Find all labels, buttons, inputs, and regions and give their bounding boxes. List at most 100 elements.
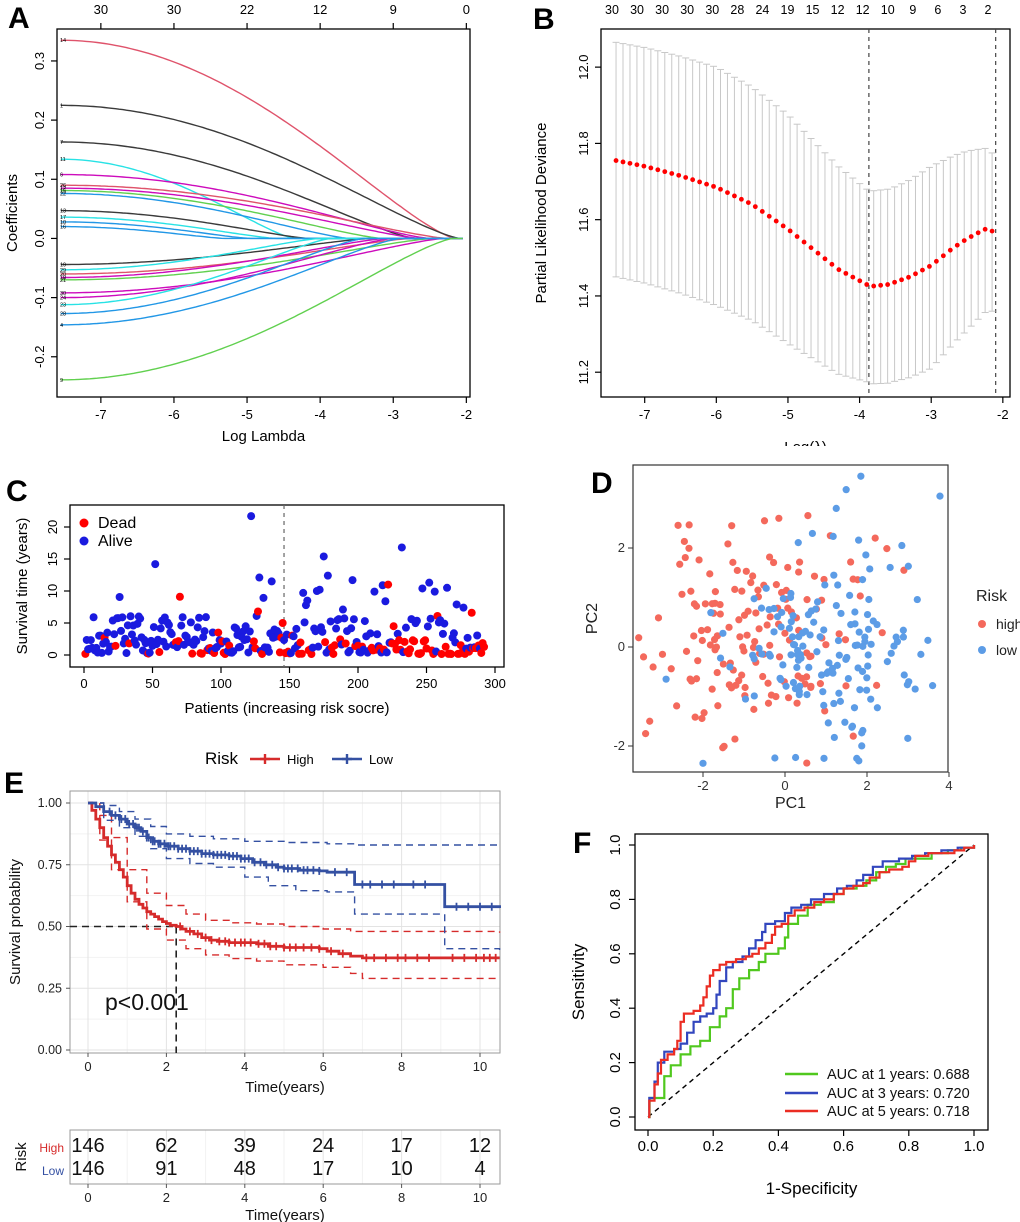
svg-text:22: 22 <box>60 191 66 197</box>
svg-text:PC1: PC1 <box>775 795 806 810</box>
svg-text:10: 10 <box>45 584 60 598</box>
svg-text:0: 0 <box>84 1190 91 1205</box>
svg-text:Dead: Dead <box>98 515 136 532</box>
svg-text:100: 100 <box>210 676 232 691</box>
svg-text:11.8: 11.8 <box>576 131 591 155</box>
svg-text:6: 6 <box>320 1190 327 1205</box>
svg-text:4: 4 <box>60 323 63 329</box>
svg-text:1: 1 <box>60 103 63 109</box>
svg-text:10: 10 <box>881 3 895 17</box>
svg-text:0.1: 0.1 <box>32 170 47 188</box>
svg-text:24: 24 <box>312 1135 334 1157</box>
svg-text:24: 24 <box>755 3 769 17</box>
panel-b-cv-partial-likelihood-deviance: 30 30 30 30 30 28 24 19 15 12 12 10 9 6 3 2 -7 -6 -5 -4 -3 -2… <box>533 3 1011 446</box>
svg-text:62: 62 <box>155 1135 177 1157</box>
svg-text:13: 13 <box>60 209 66 215</box>
svg-text:0.75: 0.75 <box>38 858 62 872</box>
svg-text:2: 2 <box>618 540 625 555</box>
svg-text:0: 0 <box>463 2 470 17</box>
svg-text:Time(years): Time(years) <box>245 1207 324 1222</box>
svg-text:high: high <box>996 616 1020 632</box>
svg-text:16: 16 <box>60 225 66 231</box>
svg-text:0.4: 0.4 <box>768 1138 789 1155</box>
svg-text:19: 19 <box>60 262 66 268</box>
panel-label-a: A <box>8 2 30 35</box>
svg-text:11: 11 <box>60 157 66 163</box>
svg-text:0.4: 0.4 <box>607 998 624 1019</box>
svg-text:15: 15 <box>806 3 820 17</box>
svg-text:0: 0 <box>45 651 60 658</box>
svg-text:23: 23 <box>60 303 66 309</box>
svg-text:10: 10 <box>473 1059 487 1074</box>
svg-text:300: 300 <box>484 676 506 691</box>
svg-text:0.0: 0.0 <box>638 1138 659 1155</box>
svg-text:11.4: 11.4 <box>576 284 591 308</box>
svg-text:3: 3 <box>959 3 966 17</box>
panel-f-roc-curves: 0.0 0.2 0.4 0.6 0.8 1.0 0.0 0.2 0.4 0.6 0.8 1.0 1-Sp… <box>569 833 989 1198</box>
svg-text:30: 30 <box>630 3 644 17</box>
svg-text:2: 2 <box>863 778 870 793</box>
panel-label-e: E <box>4 767 25 800</box>
svg-text:-2: -2 <box>997 407 1009 422</box>
svg-text:Log Lambda: Log Lambda <box>222 428 306 445</box>
svg-text:17: 17 <box>312 1158 334 1180</box>
svg-text:Low: Low <box>42 1164 64 1178</box>
svg-text:20: 20 <box>60 272 66 278</box>
svg-text:Survival time (years): Survival time (years) <box>14 518 31 655</box>
svg-text:15: 15 <box>60 189 66 195</box>
svg-text:5: 5 <box>45 619 60 626</box>
svg-text:0.0: 0.0 <box>607 1107 624 1128</box>
svg-text:0.0: 0.0 <box>32 229 47 247</box>
panel-label-d: D <box>591 467 613 500</box>
svg-text:12.0: 12.0 <box>576 54 591 79</box>
svg-text:low: low <box>996 642 1018 658</box>
svg-text:PC2: PC2 <box>584 603 601 634</box>
svg-text:-0.2: -0.2 <box>32 346 47 368</box>
svg-text:146: 146 <box>71 1158 104 1180</box>
svg-text:p<0.001: p<0.001 <box>105 989 189 1015</box>
svg-text:30: 30 <box>60 291 66 297</box>
svg-text:30: 30 <box>705 3 719 17</box>
svg-text:50: 50 <box>145 676 159 691</box>
svg-text:22: 22 <box>240 2 254 17</box>
svg-text:10: 10 <box>390 1158 412 1180</box>
svg-text:6: 6 <box>320 1059 327 1074</box>
svg-text:High: High <box>287 752 314 767</box>
svg-text:30: 30 <box>680 3 694 17</box>
svg-text:0.8: 0.8 <box>898 1138 919 1155</box>
svg-text:26: 26 <box>60 183 66 189</box>
panel-e-kaplan-meier-with-risk-table: 0 2 4 6 8 100.000.250.500.751.00Time(years)Su… <box>7 790 501 1222</box>
svg-text:Sensitivity: Sensitivity <box>569 943 588 1020</box>
svg-text:AUC at 3 years: 0.720: AUC at 3 years: 0.720 <box>827 1086 970 1102</box>
svg-text:28: 28 <box>730 3 744 17</box>
svg-text:0: 0 <box>84 1059 91 1074</box>
panel-label-b: B <box>533 3 555 36</box>
svg-text:150: 150 <box>279 676 301 691</box>
svg-text:Time(years): Time(years) <box>245 1079 324 1096</box>
svg-text:9: 9 <box>909 3 916 17</box>
svg-text:4: 4 <box>474 1158 485 1180</box>
svg-text:Risk: Risk <box>205 749 239 768</box>
panel-a-lasso-coefficient-paths: 30 -7 30 -6 22 -5 12 -4 9 -3 0 -2 -0.2 -0.1 0.0 0.1 0.2 0… <box>4 2 472 445</box>
svg-text:0.6: 0.6 <box>833 1138 854 1155</box>
svg-text:-6: -6 <box>711 407 723 422</box>
svg-text:30: 30 <box>167 2 181 17</box>
svg-text:AUC at 1 years: 0.688: AUC at 1 years: 0.688 <box>827 1067 970 1083</box>
panel-label-f: F <box>573 827 592 860</box>
svg-text:Risk: Risk <box>976 588 1008 605</box>
svg-text:6: 6 <box>60 173 63 179</box>
svg-text:1.0: 1.0 <box>964 1138 985 1155</box>
svg-text:0.00: 0.00 <box>38 1043 62 1057</box>
svg-text:2: 2 <box>985 3 992 17</box>
svg-text:-4: -4 <box>854 407 866 422</box>
svg-text:-5: -5 <box>782 407 794 422</box>
svg-text:1.0: 1.0 <box>607 835 624 856</box>
svg-text:-2: -2 <box>613 738 625 753</box>
svg-text:4: 4 <box>945 778 952 793</box>
svg-text:30: 30 <box>94 2 108 17</box>
svg-text:-6: -6 <box>168 407 180 422</box>
svg-text:AUC at 5 years: 0.718: AUC at 5 years: 0.718 <box>827 1104 970 1120</box>
svg-text:0.25: 0.25 <box>38 981 62 995</box>
svg-text:2: 2 <box>163 1190 170 1205</box>
svg-text:15: 15 <box>45 552 60 566</box>
